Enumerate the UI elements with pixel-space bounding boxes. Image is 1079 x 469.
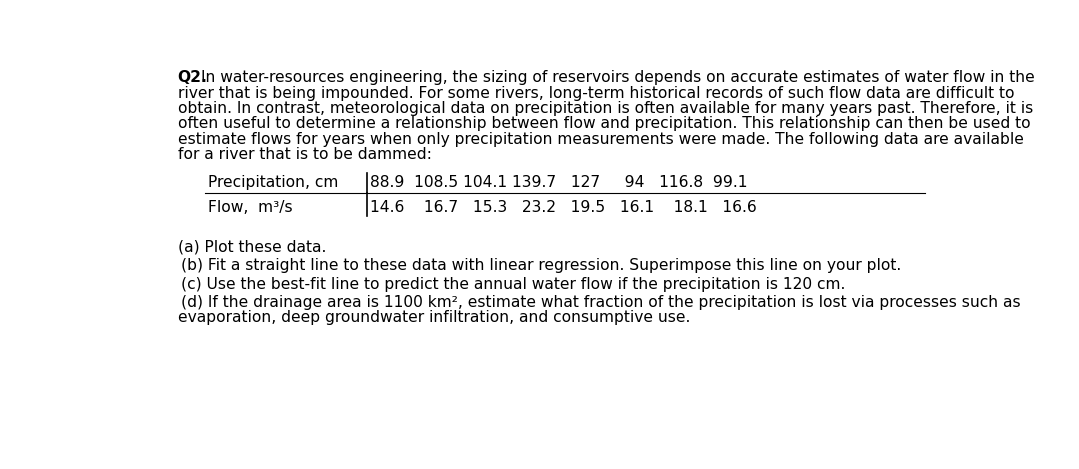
Text: In water-resources engineering, the sizing of reservoirs depends on accurate est: In water-resources engineering, the sizi… (201, 70, 1035, 85)
Text: river that is being impounded. For some rivers, long-term historical records of : river that is being impounded. For some … (178, 85, 1014, 100)
Text: Flow,  m³/s: Flow, m³/s (208, 199, 293, 214)
Text: obtain. In contrast, meteorological data on precipitation is often available for: obtain. In contrast, meteorological data… (178, 101, 1033, 116)
Text: often useful to determine a relationship between flow and precipitation. This re: often useful to determine a relationship… (178, 116, 1030, 131)
Text: Q2.: Q2. (178, 70, 207, 85)
Text: (c) Use the best-fit line to predict the annual water flow if the precipitation : (c) Use the best-fit line to predict the… (181, 277, 846, 292)
Text: estimate flows for years when only precipitation measurements were made. The fol: estimate flows for years when only preci… (178, 132, 1023, 147)
Text: Precipitation, cm: Precipitation, cm (208, 175, 339, 190)
Text: evaporation, deep groundwater infiltration, and consumptive use.: evaporation, deep groundwater infiltrati… (178, 310, 689, 325)
Text: 88.9  108.5 104.1 139.7   127     94   116.8  99.1: 88.9 108.5 104.1 139.7 127 94 116.8 99.1 (370, 175, 747, 190)
Text: 14.6    16.7   15.3   23.2   19.5   16.1    18.1   16.6: 14.6 16.7 15.3 23.2 19.5 16.1 18.1 16.6 (370, 199, 756, 214)
Text: (a) Plot these data.: (a) Plot these data. (178, 240, 326, 255)
Text: (d) If the drainage area is 1100 km², estimate what fraction of the precipitatio: (d) If the drainage area is 1100 km², es… (181, 295, 1021, 310)
Text: for a river that is to be dammed:: for a river that is to be dammed: (178, 147, 432, 162)
Text: (b) Fit a straight line to these data with linear regression. Superimpose this l: (b) Fit a straight line to these data wi… (181, 258, 902, 273)
